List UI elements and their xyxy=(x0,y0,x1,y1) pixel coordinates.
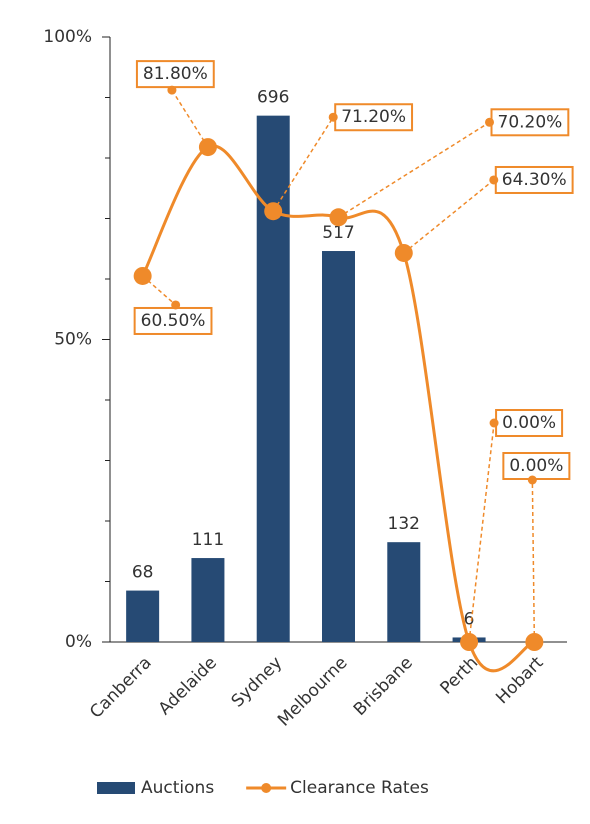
y-tick-label: 100% xyxy=(43,27,92,47)
leader-line xyxy=(531,479,536,643)
y-tick-label: 0% xyxy=(65,632,92,652)
point-value-label: 81.80% xyxy=(143,64,208,84)
x-tick-label: Melbourne xyxy=(274,653,352,731)
line-point xyxy=(133,266,152,285)
bar-value-label: 68 xyxy=(132,563,154,583)
leader-dot xyxy=(328,112,338,122)
leader-dot xyxy=(489,175,499,185)
value-label-box xyxy=(495,409,564,437)
bar-value-label: 132 xyxy=(388,514,420,534)
point-value-label: 70.20% xyxy=(498,112,563,132)
legend-swatch-dot xyxy=(261,783,272,793)
legend: Auctions Clearance Rates xyxy=(97,778,429,798)
value-label-box xyxy=(135,60,215,89)
leader-line xyxy=(338,121,490,218)
bar xyxy=(191,558,225,642)
value-label-box xyxy=(502,452,571,480)
line-point xyxy=(525,633,544,651)
leader-line xyxy=(171,89,209,148)
leader-dot xyxy=(489,418,499,428)
line-point xyxy=(264,202,283,221)
line-point xyxy=(394,243,413,262)
legend-label: Clearance Rates xyxy=(290,778,429,798)
line-point xyxy=(198,138,217,157)
bar-value-label: 517 xyxy=(322,223,354,243)
x-tick-label: Adelaide xyxy=(155,653,221,719)
legend-label: Auctions xyxy=(141,778,214,798)
bar-value-label: 6 xyxy=(464,609,475,629)
x-tick-label: Hobart xyxy=(492,653,547,708)
value-label-box xyxy=(133,306,213,335)
legend-swatch xyxy=(97,782,135,794)
bar-value-label: 111 xyxy=(192,530,224,550)
bar-value-label: 696 xyxy=(257,88,289,108)
y-tick-label: 50% xyxy=(54,330,92,350)
bar xyxy=(126,590,160,642)
leader-line xyxy=(272,116,334,212)
bar xyxy=(387,542,421,642)
x-tick-label: Brisbane xyxy=(350,653,417,720)
point-value-label: 64.30% xyxy=(502,170,567,190)
bar xyxy=(322,251,355,643)
x-tick-label: Perth xyxy=(437,653,483,699)
x-tick-label: Canberra xyxy=(86,653,156,723)
value-label-box xyxy=(334,103,414,132)
bar xyxy=(256,115,290,642)
x-tick-label: Sydney xyxy=(228,653,287,712)
value-label-box xyxy=(494,165,574,194)
point-value-label: 60.50% xyxy=(141,311,206,331)
line-point xyxy=(329,208,348,227)
leader-line xyxy=(403,179,495,254)
line-point xyxy=(460,633,479,651)
value-label-box xyxy=(490,108,570,137)
point-value-label: 0.00% xyxy=(502,413,556,433)
leader-dot xyxy=(485,117,494,127)
point-value-label: 71.20% xyxy=(341,107,406,127)
point-value-label: 0.00% xyxy=(509,456,563,476)
leader-line xyxy=(468,422,495,643)
